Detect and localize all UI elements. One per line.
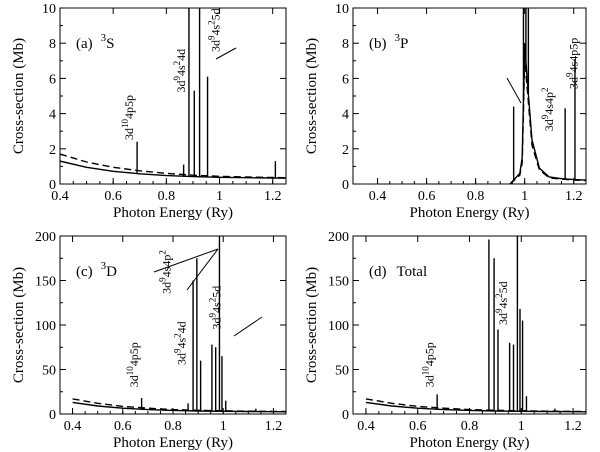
panel-b-xtick-label: 0.4	[369, 189, 387, 204]
panel-d-ylabel: Cross-section (Mb)	[304, 267, 320, 383]
panel-b-annotation: 3d94s4p5p	[564, 38, 580, 89]
annotation-leader	[215, 47, 237, 60]
panel-a-ytick-label: 0	[49, 178, 56, 193]
panel-a-series-dashed	[60, 153, 286, 179]
panel-d-ytick-label: 100	[328, 319, 349, 334]
panel-d-annotation: 3d104p5p	[420, 342, 436, 387]
panel-a: 0.4 0.6 0.8 1 1.2 0 2 4 6 8 10 Photon Energy (Ry) Cr…	[11, 2, 287, 221]
panel-b-ytick-label: 8	[342, 37, 349, 52]
panel-a-frame	[59, 7, 287, 185]
panel-c-annotation: 3d94s4p2	[157, 250, 173, 294]
panel-b-xtick-label: 0.8	[467, 189, 485, 204]
panel-d-label: (d) Total	[369, 264, 427, 280]
panel-d-ytick-label: 50	[335, 364, 349, 379]
panel-a-annotation: 3d94s25d	[207, 8, 223, 52]
panel-a-xtick-label: 1.2	[264, 189, 282, 204]
panel-b-xtick-label: 0.6	[418, 189, 436, 204]
panel-a-ylabel: Cross-section (Mb)	[11, 38, 27, 154]
panel-b-xtick-label: 1.2	[565, 189, 583, 204]
panel-c-ytick-label: 100	[35, 319, 56, 334]
panel-b-xlabel: Photon Energy (Ry)	[410, 205, 530, 221]
panel-b-series-dashed	[509, 60, 586, 184]
panel-c-annotation: 3d94s24d	[173, 321, 189, 365]
panel-b-xtick-label: 1	[521, 189, 528, 204]
panel-a-ytick-label: 6	[49, 72, 56, 87]
annotation-leader	[153, 248, 219, 273]
annotation-leader	[233, 316, 263, 337]
panel-a-xtick-label: 0.8	[158, 189, 176, 204]
panel-d-annotation: 3d94s25d	[494, 281, 510, 325]
panel-c-label: (c) 3D	[76, 260, 117, 280]
panel-a-xtick-label: 0.4	[51, 189, 69, 204]
panel-a-ytick-label: 10	[42, 2, 56, 17]
panel-a-xlabel: Photon Energy (Ry)	[113, 205, 233, 221]
panel-d-series-solid	[365, 401, 586, 413]
panel-c-annotation: 3d94s25d	[208, 286, 224, 330]
panel-a-ytick-label: 2	[49, 143, 56, 158]
panel-c-ylabel: Cross-section (Mb)	[11, 267, 27, 383]
panel-c-annotation: 3d104p5p	[125, 342, 141, 387]
panel-d-xlabel: Photon Energy (Ry)	[410, 435, 530, 451]
panel-b-annotation: 3d94s4p2	[540, 88, 556, 132]
panel-a-annotation: 3d104p5p	[120, 95, 136, 140]
panel-d-xtick-label: 1.2	[564, 419, 582, 434]
panel-d-frame	[352, 235, 587, 415]
panel-c-xtick-label: 1	[220, 419, 227, 434]
panel-c-ytick-label: 0	[49, 408, 56, 423]
panel-c-xtick-label: 0.4	[64, 419, 82, 434]
panel-b-ytick-label: 2	[342, 143, 349, 158]
panel-c-ytick-label: 50	[42, 364, 56, 379]
panel-d-ytick-label: 150	[328, 275, 349, 290]
panel-d-ytick-label: 200	[328, 230, 349, 245]
panel-d-ytick-label: 0	[342, 408, 349, 423]
panel-a-xtick-label: 1	[216, 189, 223, 204]
panel-b-ytick-label: 10	[335, 2, 349, 17]
panel-c: 0.4 0.6 0.8 1 1.2 0 50 100 150 200 Photon Energy (…	[11, 230, 287, 451]
panel-b-label: (b) 3P	[369, 32, 408, 52]
panel-c-xtick-label: 1.2	[265, 419, 283, 434]
panel-a-xtick-label: 0.6	[104, 189, 122, 204]
panel-c-xtick-label: 0.6	[114, 419, 132, 434]
panel-d: 0.4 0.6 0.8 1 1.2 0 50 100 150 200 Photon Energy (…	[304, 230, 587, 451]
panel-a-label: (a) 3S	[76, 32, 115, 52]
panel-d-series-dashed	[365, 398, 586, 413]
panel-a-ytick-label: 8	[49, 37, 56, 52]
panel-c-series-solid	[72, 401, 286, 413]
panel-b-ytick-label: 0	[342, 178, 349, 193]
panel-c-series-dashed	[72, 398, 286, 413]
panel-c-ytick-label: 200	[35, 230, 56, 245]
panel-b-ytick-label: 6	[342, 72, 349, 87]
panel-a-ytick-label: 4	[49, 108, 56, 123]
annotation-leader	[506, 77, 522, 104]
panel-b-ytick-label: 4	[342, 108, 349, 123]
panel-d-xtick-label: 1	[518, 419, 525, 434]
panel-b-ylabel: Cross-section (Mb)	[304, 38, 320, 154]
panel-d-xtick-label: 0.8	[461, 419, 479, 434]
panel-d-xtick-label: 0.4	[357, 419, 375, 434]
panel-a-annotation: 3d94s24d	[172, 49, 188, 93]
panel-c-ytick-label: 150	[35, 275, 56, 290]
panel-d-xtick-label: 0.6	[409, 419, 427, 434]
panel-c-xlabel: Photon Energy (Ry)	[113, 435, 233, 451]
panel-c-xtick-label: 0.8	[164, 419, 182, 434]
annotation-leader	[186, 248, 219, 291]
panel-b: 0.4 0.6 0.8 1 1.2 0 2 4 6 8 10 Photon Energy (Ry) Cr…	[304, 2, 587, 221]
